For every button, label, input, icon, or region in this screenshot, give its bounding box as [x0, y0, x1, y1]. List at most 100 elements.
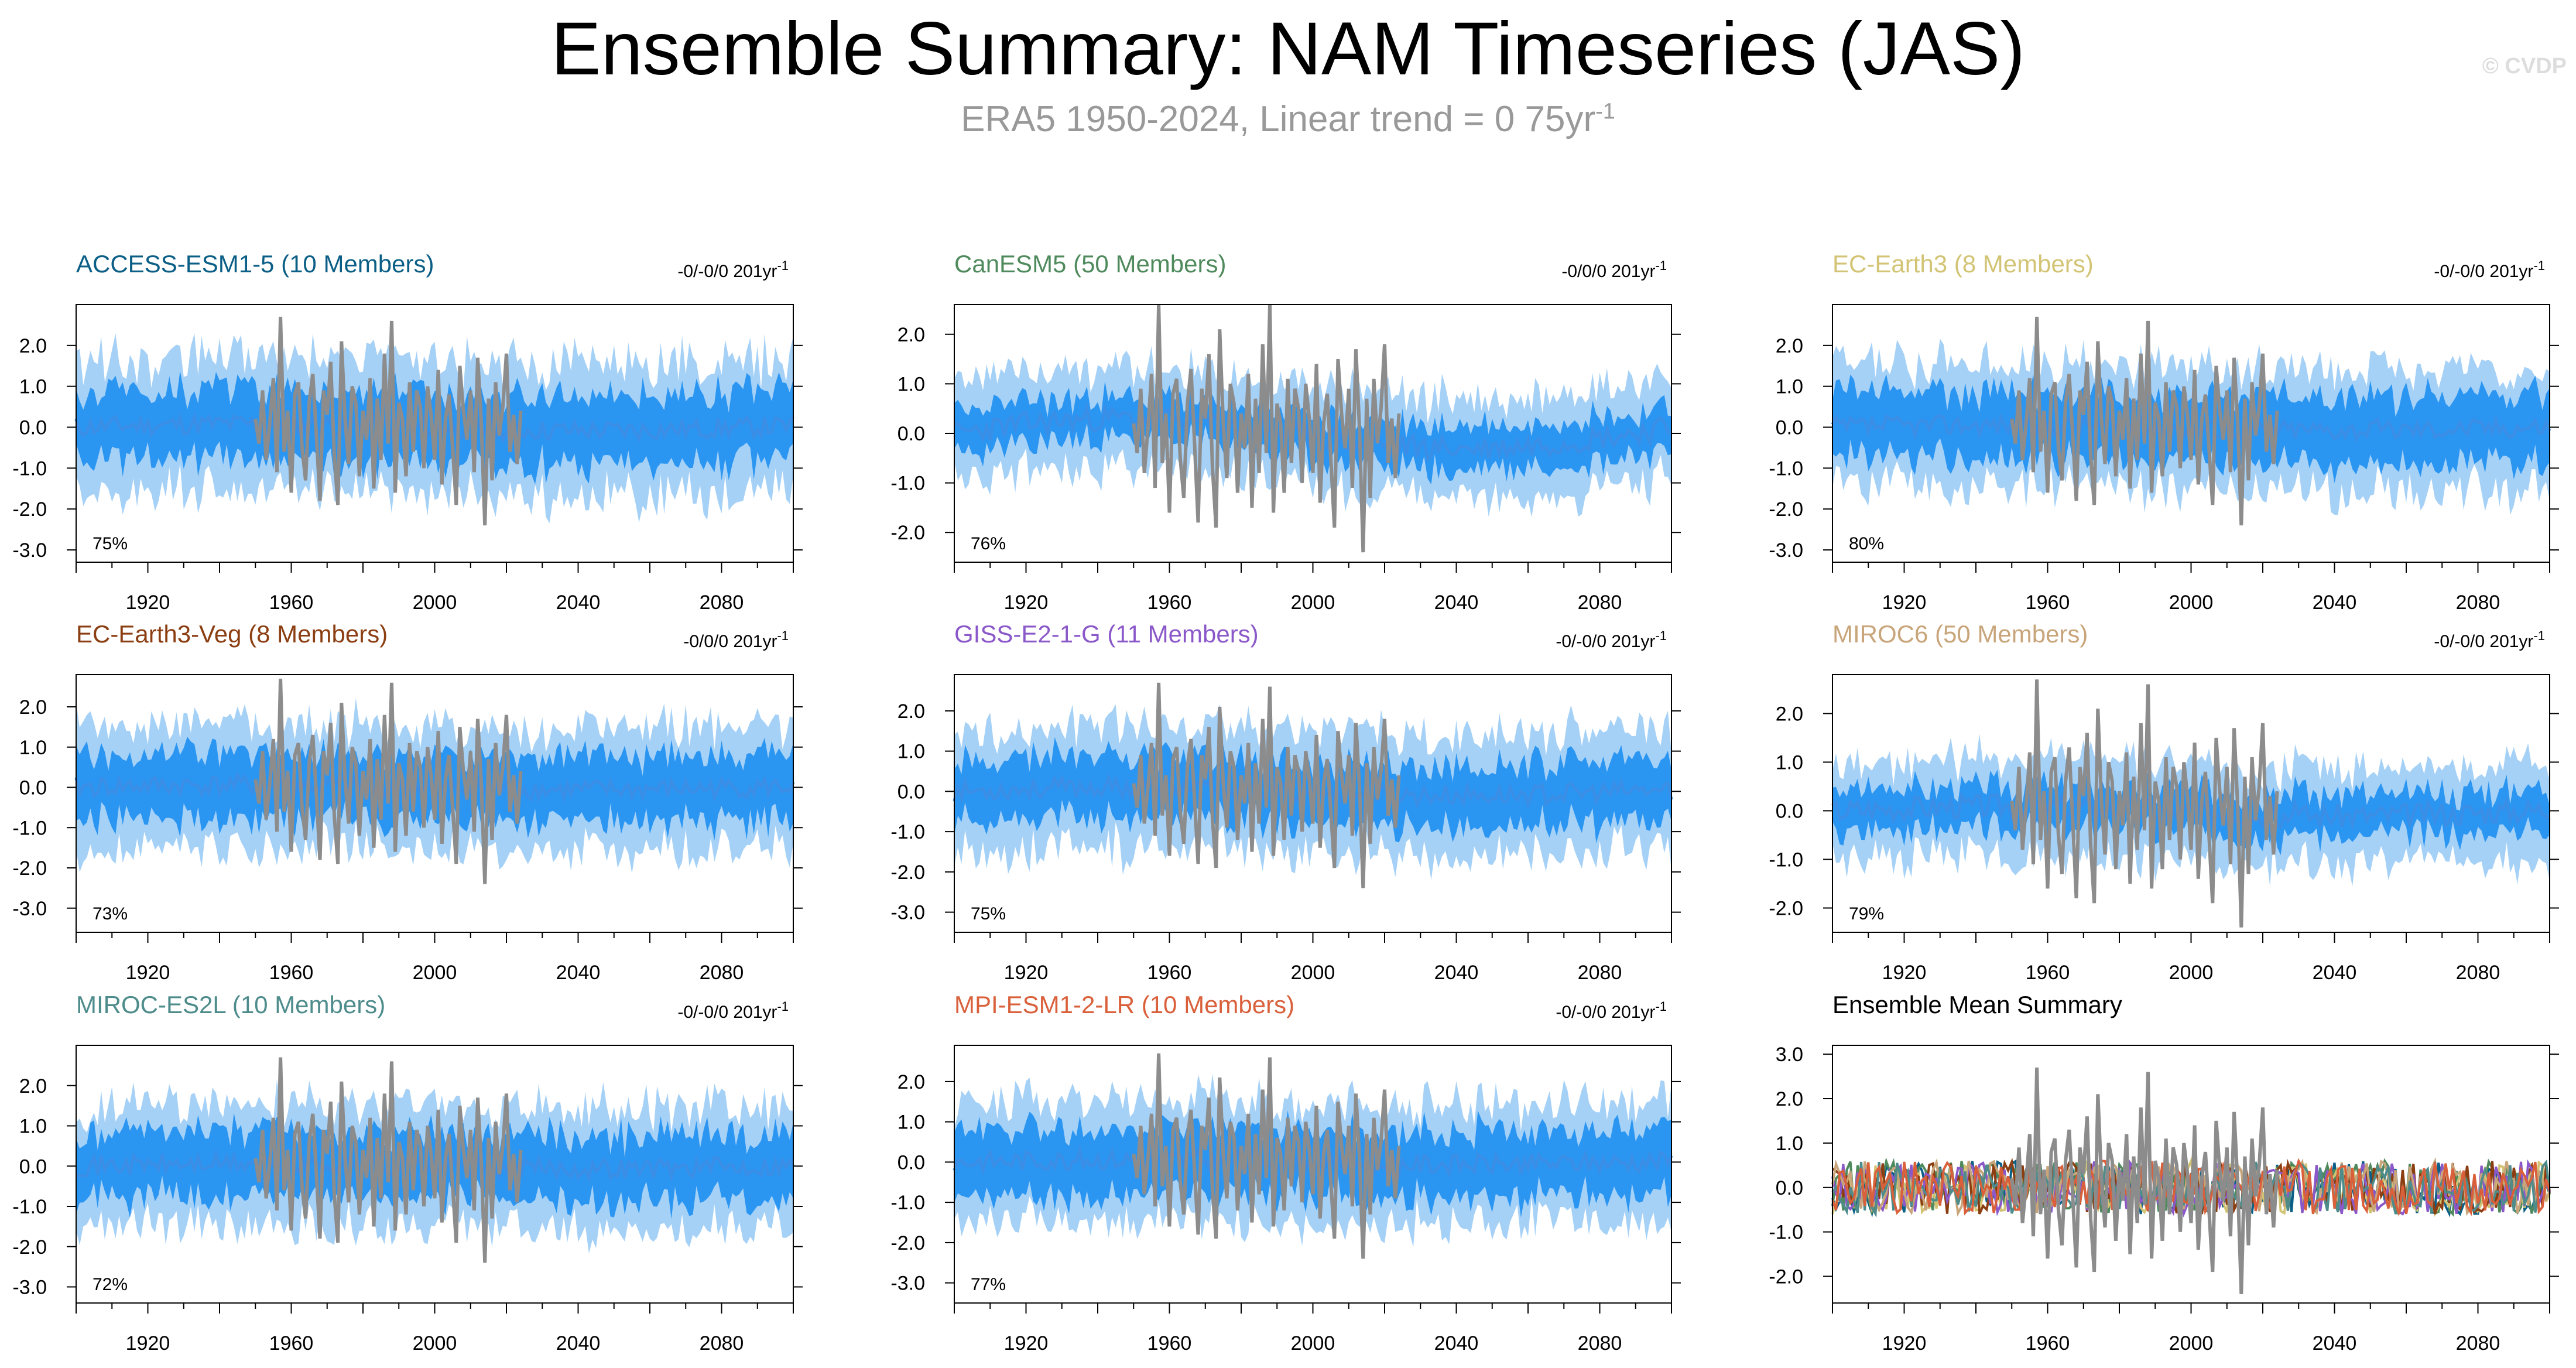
- x-tick-label: 1920: [126, 962, 170, 984]
- y-tick-label: 2.0: [19, 696, 47, 719]
- y-tick-label: -2.0: [12, 1236, 47, 1258]
- x-tick-label: 2040: [1434, 962, 1479, 984]
- observations-line: [2010, 679, 2279, 928]
- y-tick-label: -2.0: [1769, 498, 1803, 521]
- y-tick-label: -1.0: [12, 1196, 47, 1218]
- panel-title: EC-Earth3 (8 Members): [1832, 250, 2094, 278]
- x-tick-label: 2080: [2456, 591, 2500, 614]
- panel-trend: -0/-0/0 201yr-1: [2434, 628, 2545, 651]
- x-tick-label: 2080: [700, 1332, 744, 1355]
- panel-trend-sup: -1: [2533, 628, 2545, 643]
- observations-line: [2010, 316, 2279, 526]
- y-tick-label: -2.0: [12, 498, 47, 521]
- observations-line: [1132, 304, 1401, 553]
- y-tick-label: 1.0: [898, 1112, 925, 1134]
- y-tick-label: 2.0: [19, 335, 47, 357]
- observations-line: [1132, 1053, 1401, 1259]
- panel-trend: -0/-0/0 201yr-1: [1556, 999, 1667, 1022]
- x-tick-label: 2040: [556, 591, 601, 614]
- panel-trend-sup: -1: [777, 999, 789, 1014]
- subtitle-text: ERA5 1950-2024, Linear trend = 0 75yr: [961, 99, 1596, 139]
- panel-trend: -0/-0/0 201yr-1: [677, 999, 789, 1022]
- x-tick-label: 1960: [2026, 1332, 2070, 1355]
- y-tick-label: -1.0: [890, 473, 925, 495]
- y-tick-label: -2.0: [12, 857, 47, 880]
- y-tick-label: -1.0: [890, 1192, 925, 1214]
- observations-line: [1132, 682, 1401, 888]
- y-tick-label: 2.0: [898, 324, 925, 346]
- x-tick-label: 2040: [2313, 1332, 2357, 1355]
- y-tick-label: 0.0: [1776, 800, 1803, 822]
- panel-trend: -0/0/0 201yr-1: [683, 628, 789, 651]
- panel-1: CanESM5 (50 Members) -0/0/0 201yr-1 76% 192…: [890, 250, 1681, 614]
- y-tick-label: 2.0: [1776, 703, 1803, 725]
- y-tick-label: -1.0: [1769, 1222, 1803, 1244]
- x-tick-label: 1960: [2026, 591, 2070, 614]
- panel-title: MIROC6 (50 Members): [1832, 620, 2088, 648]
- x-tick-label: 2040: [556, 962, 601, 984]
- y-tick-label: -2.0: [1769, 897, 1803, 919]
- panel-trend-sup: -1: [777, 628, 789, 643]
- panel-percent: 73%: [93, 904, 128, 924]
- panel-trend: -0/-0/0 201yr-1: [1556, 628, 1667, 651]
- x-tick-label: 1960: [269, 591, 314, 614]
- panel-title: EC-Earth3-Veg (8 Members): [76, 620, 388, 648]
- y-tick-label: -1.0: [12, 457, 47, 480]
- y-tick-label: 0.0: [1776, 417, 1803, 439]
- panel-trend: -0/-0/0 201yr-1: [677, 258, 789, 281]
- x-tick-label: 1920: [1004, 962, 1049, 984]
- x-tick-label: 2000: [413, 962, 457, 984]
- x-tick-label: 2040: [1434, 591, 1479, 614]
- panel-percent: 75%: [971, 904, 1006, 924]
- observations-line: [2010, 1067, 2279, 1294]
- y-tick-label: 2.0: [898, 1071, 925, 1093]
- y-tick-label: -2.0: [890, 861, 925, 884]
- x-tick-label: 2040: [1434, 1332, 1479, 1355]
- y-tick-label: 1.0: [19, 376, 47, 398]
- panel-title: ACCESS-ESM1-5 (10 Members): [76, 250, 434, 278]
- x-tick-label: 1920: [126, 591, 170, 614]
- series-line-mpi-esm1-2-lr: [1831, 1158, 2551, 1216]
- y-tick-label: 2.0: [1776, 335, 1803, 357]
- x-tick-label: 2000: [1291, 962, 1335, 984]
- x-tick-label: 2080: [1578, 1332, 1622, 1355]
- y-tick-label: -3.0: [1769, 539, 1803, 562]
- panel-trend-sup: -1: [1655, 258, 1667, 273]
- subtitle: ERA5 1950-2024, Linear trend = 0 75yr-1: [0, 98, 2576, 140]
- panel-percent: 79%: [1849, 904, 1884, 924]
- observations-line: [254, 1057, 523, 1263]
- y-tick-label: 1.0: [1776, 1133, 1803, 1155]
- y-tick-label: 1.0: [19, 737, 47, 759]
- y-tick-label: 0.0: [898, 781, 925, 803]
- x-tick-label: 1960: [1147, 1332, 1192, 1355]
- y-tick-label: -2.0: [1769, 1266, 1803, 1288]
- x-tick-label: 1960: [1147, 591, 1192, 614]
- x-tick-label: 2000: [413, 1332, 457, 1355]
- y-tick-label: 2.0: [898, 700, 925, 723]
- x-tick-label: 1920: [126, 1332, 170, 1355]
- y-tick-label: 0.0: [19, 417, 47, 439]
- x-tick-label: 2080: [1578, 962, 1622, 984]
- panel-trend-sup: -1: [1655, 628, 1667, 643]
- panel-6: MIROC-ES2L (10 Members) -0/-0/0 201yr-1 72…: [12, 991, 803, 1355]
- x-tick-label: 1960: [269, 962, 314, 984]
- x-tick-label: 1960: [2026, 962, 2070, 984]
- y-tick-label: -1.0: [1769, 457, 1803, 480]
- y-tick-label: 0.0: [898, 1151, 925, 1174]
- y-tick-label: -1.0: [1769, 849, 1803, 871]
- panel-percent: 77%: [971, 1275, 1006, 1294]
- y-tick-label: 1.0: [898, 741, 925, 763]
- y-tick-label: -3.0: [12, 898, 47, 920]
- panel-percent: 72%: [93, 1275, 128, 1294]
- y-tick-label: 3.0: [1776, 1044, 1803, 1066]
- y-tick-label: -3.0: [890, 902, 925, 924]
- panel-5: MIROC6 (50 Members) -0/-0/0 201yr-1 79% 192…: [1769, 620, 2559, 984]
- panel-title: CanESM5 (50 Members): [954, 250, 1226, 278]
- panel-8: Ensemble Mean Summary 1920 1960 2000 2040 208…: [1769, 991, 2559, 1355]
- y-tick-label: 1.0: [1776, 376, 1803, 398]
- y-tick-label: 0.0: [19, 1155, 47, 1178]
- panel-3: EC-Earth3-Veg (8 Members) -0/0/0 201yr-1 7…: [12, 620, 803, 984]
- y-tick-label: 1.0: [19, 1116, 47, 1138]
- y-tick-label: -3.0: [890, 1273, 925, 1295]
